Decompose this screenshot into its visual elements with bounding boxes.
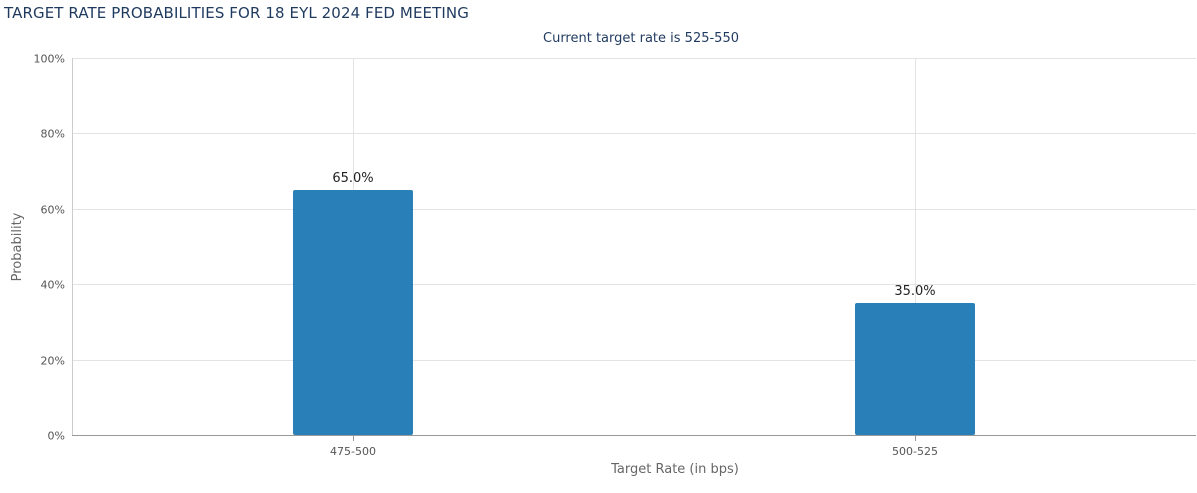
- chart-title: TARGET RATE PROBABILITIES FOR 18 EYL 202…: [4, 4, 469, 22]
- y-axis-title: Probability: [10, 212, 25, 281]
- x-tick-label: 475-500: [330, 445, 376, 458]
- y-tick-label: 40%: [41, 279, 65, 292]
- grid-lines: [72, 58, 1196, 435]
- x-tick-label: 500-525: [892, 445, 938, 458]
- bars: 65.0% 35.0%: [293, 171, 975, 435]
- bar[interactable]: [293, 189, 413, 435]
- y-tick-label: 100%: [34, 53, 65, 66]
- data-label: 65.0%: [332, 171, 373, 186]
- y-tick-label: 60%: [41, 204, 65, 217]
- x-axis-title: Target Rate (in bps): [610, 462, 739, 477]
- chart-subtitle: Current target rate is 525-550: [543, 31, 739, 46]
- bar[interactable]: [855, 303, 975, 435]
- data-label: 35.0%: [894, 284, 935, 299]
- y-tick-label: 0%: [48, 430, 65, 443]
- y-tick-label: 80%: [41, 128, 65, 141]
- axes: 0% 20% 40% 60% 80% 100% 475-500 500-525: [34, 53, 1196, 458]
- y-tick-label: 20%: [41, 355, 65, 368]
